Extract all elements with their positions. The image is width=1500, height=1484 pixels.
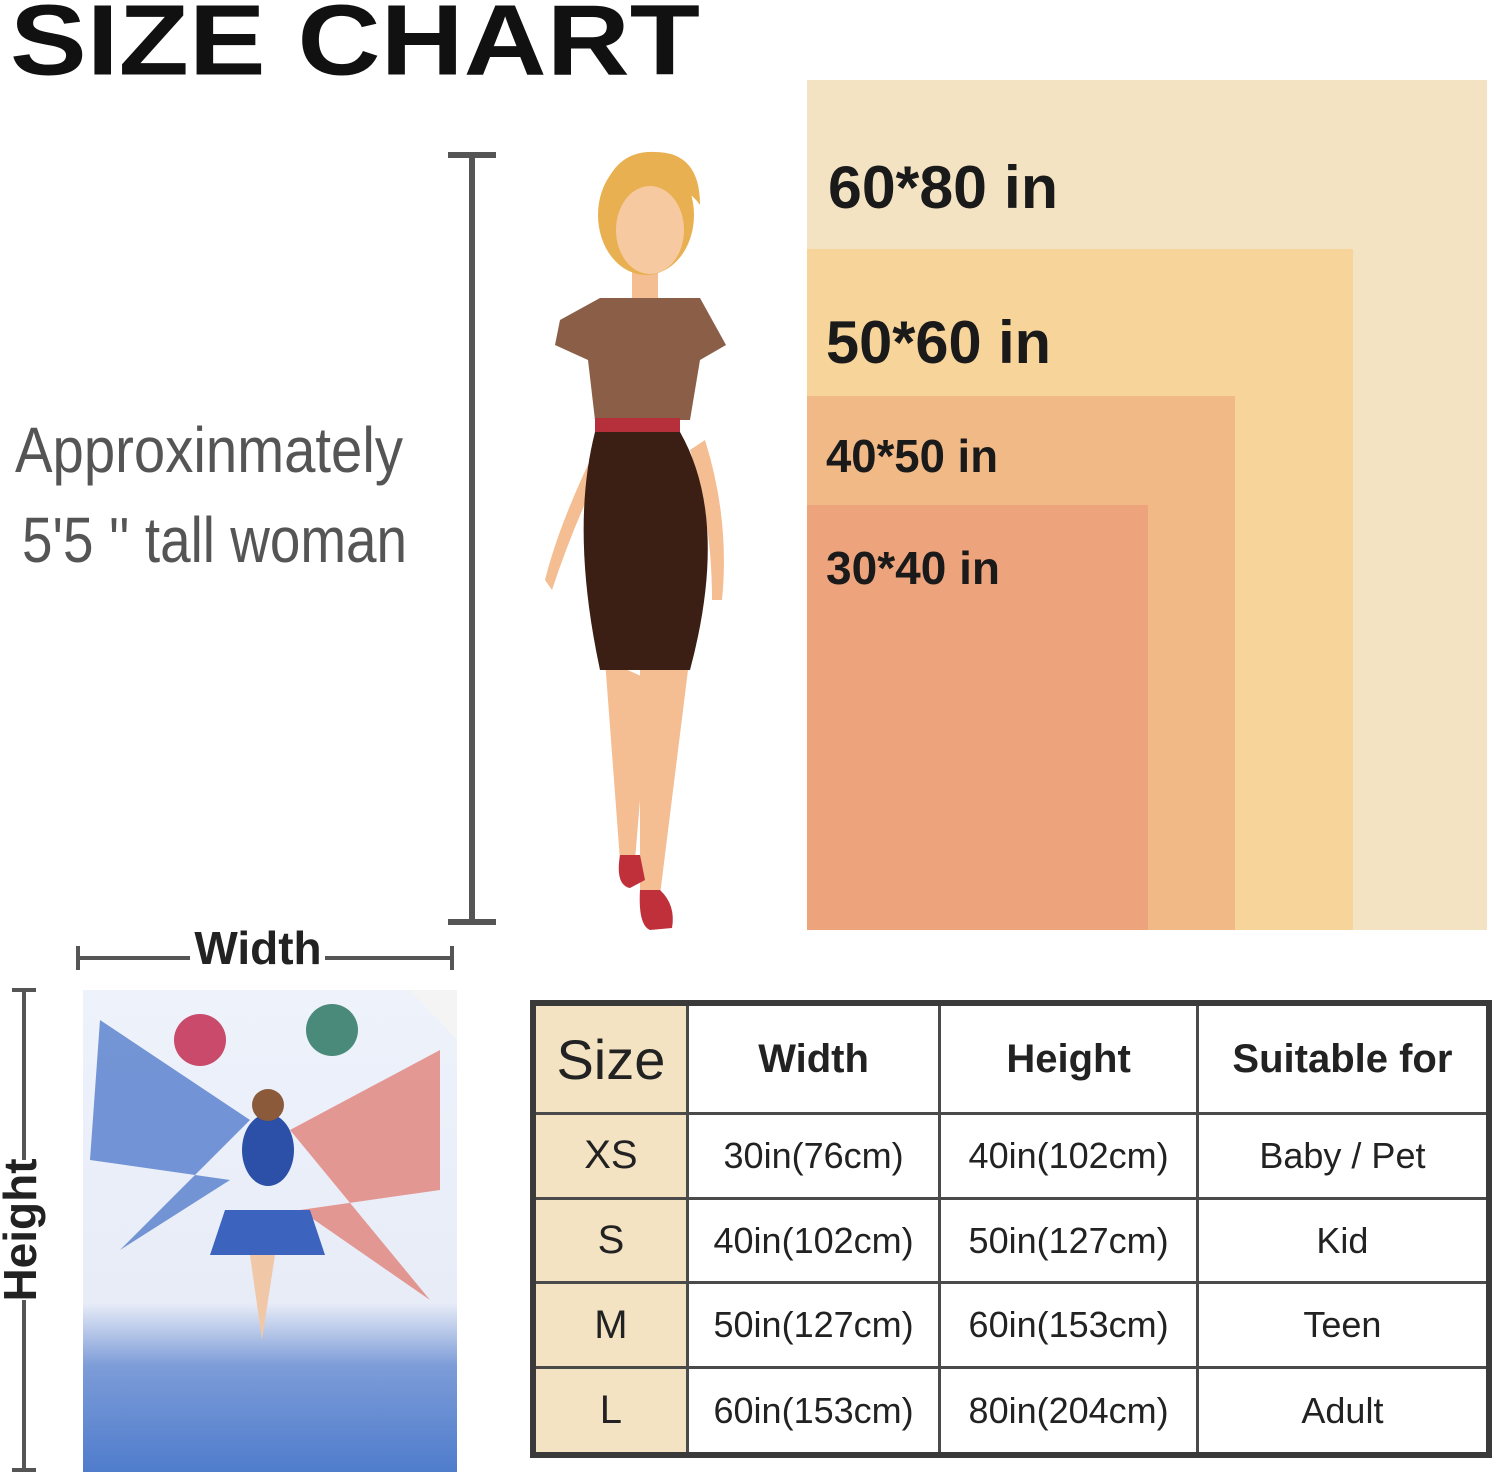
woman-figure [545,151,726,930]
table-cell: Size [531,1001,689,1115]
table-cell: 40in(102cm) [685,1196,942,1285]
table-row: L 60in(153cm) 80in(204cm) Adult [531,1366,1491,1457]
size-label: 60*80 in [828,154,1058,221]
height-bar [448,152,496,925]
table-cell: M [531,1281,689,1370]
table-cell: Kid [1195,1196,1491,1285]
size-label: 50*60 in [826,309,1051,376]
table-row: M 50in(127cm) 60in(153cm) Teen [531,1281,1491,1370]
table-cell: Suitable for [1195,1001,1491,1115]
table-cell: Teen [1195,1281,1491,1370]
table-cell: S [531,1196,689,1285]
title: SIZE CHART [10,0,700,96]
table-cell: Adult [1195,1366,1491,1457]
height-side-bar [12,988,36,1472]
size-box [807,505,1148,930]
width-bar [76,946,454,970]
table-cell: 60in(153cm) [685,1366,942,1457]
table-cell: Height [938,1001,1199,1115]
table-header: Size Width Height Suitable for [531,1001,1491,1115]
size-label: 30*40 in [826,542,1000,594]
table-row: S 40in(102cm) 50in(127cm) Kid [531,1196,1491,1285]
table-cell: Width [685,1001,942,1115]
table-cell: 30in(76cm) [685,1112,942,1200]
table-cell: 40in(102cm) [938,1112,1199,1200]
table-row: XS 30in(76cm) 40in(102cm) Baby / Pet [531,1112,1491,1200]
width-label: Width [194,922,321,974]
table-cell: 50in(127cm) [685,1281,942,1370]
table-cell: 50in(127cm) [938,1196,1199,1285]
table-cell: XS [531,1112,689,1200]
table-cell: 60in(153cm) [938,1281,1199,1370]
note-line: Approxinmately [15,414,403,486]
size-table: Size Width Height Suitable for XS 30in(76cm) 4… [530,1000,1492,1458]
height-label: Height [0,1158,46,1301]
table-cell: L [531,1366,689,1457]
blanket-image [83,990,457,1472]
table-cell: Baby / Pet [1195,1112,1491,1200]
note-line: 5'5 '' tall woman [22,504,407,576]
size-label: 40*50 in [826,430,998,482]
table-cell: 80in(204cm) [938,1366,1199,1457]
